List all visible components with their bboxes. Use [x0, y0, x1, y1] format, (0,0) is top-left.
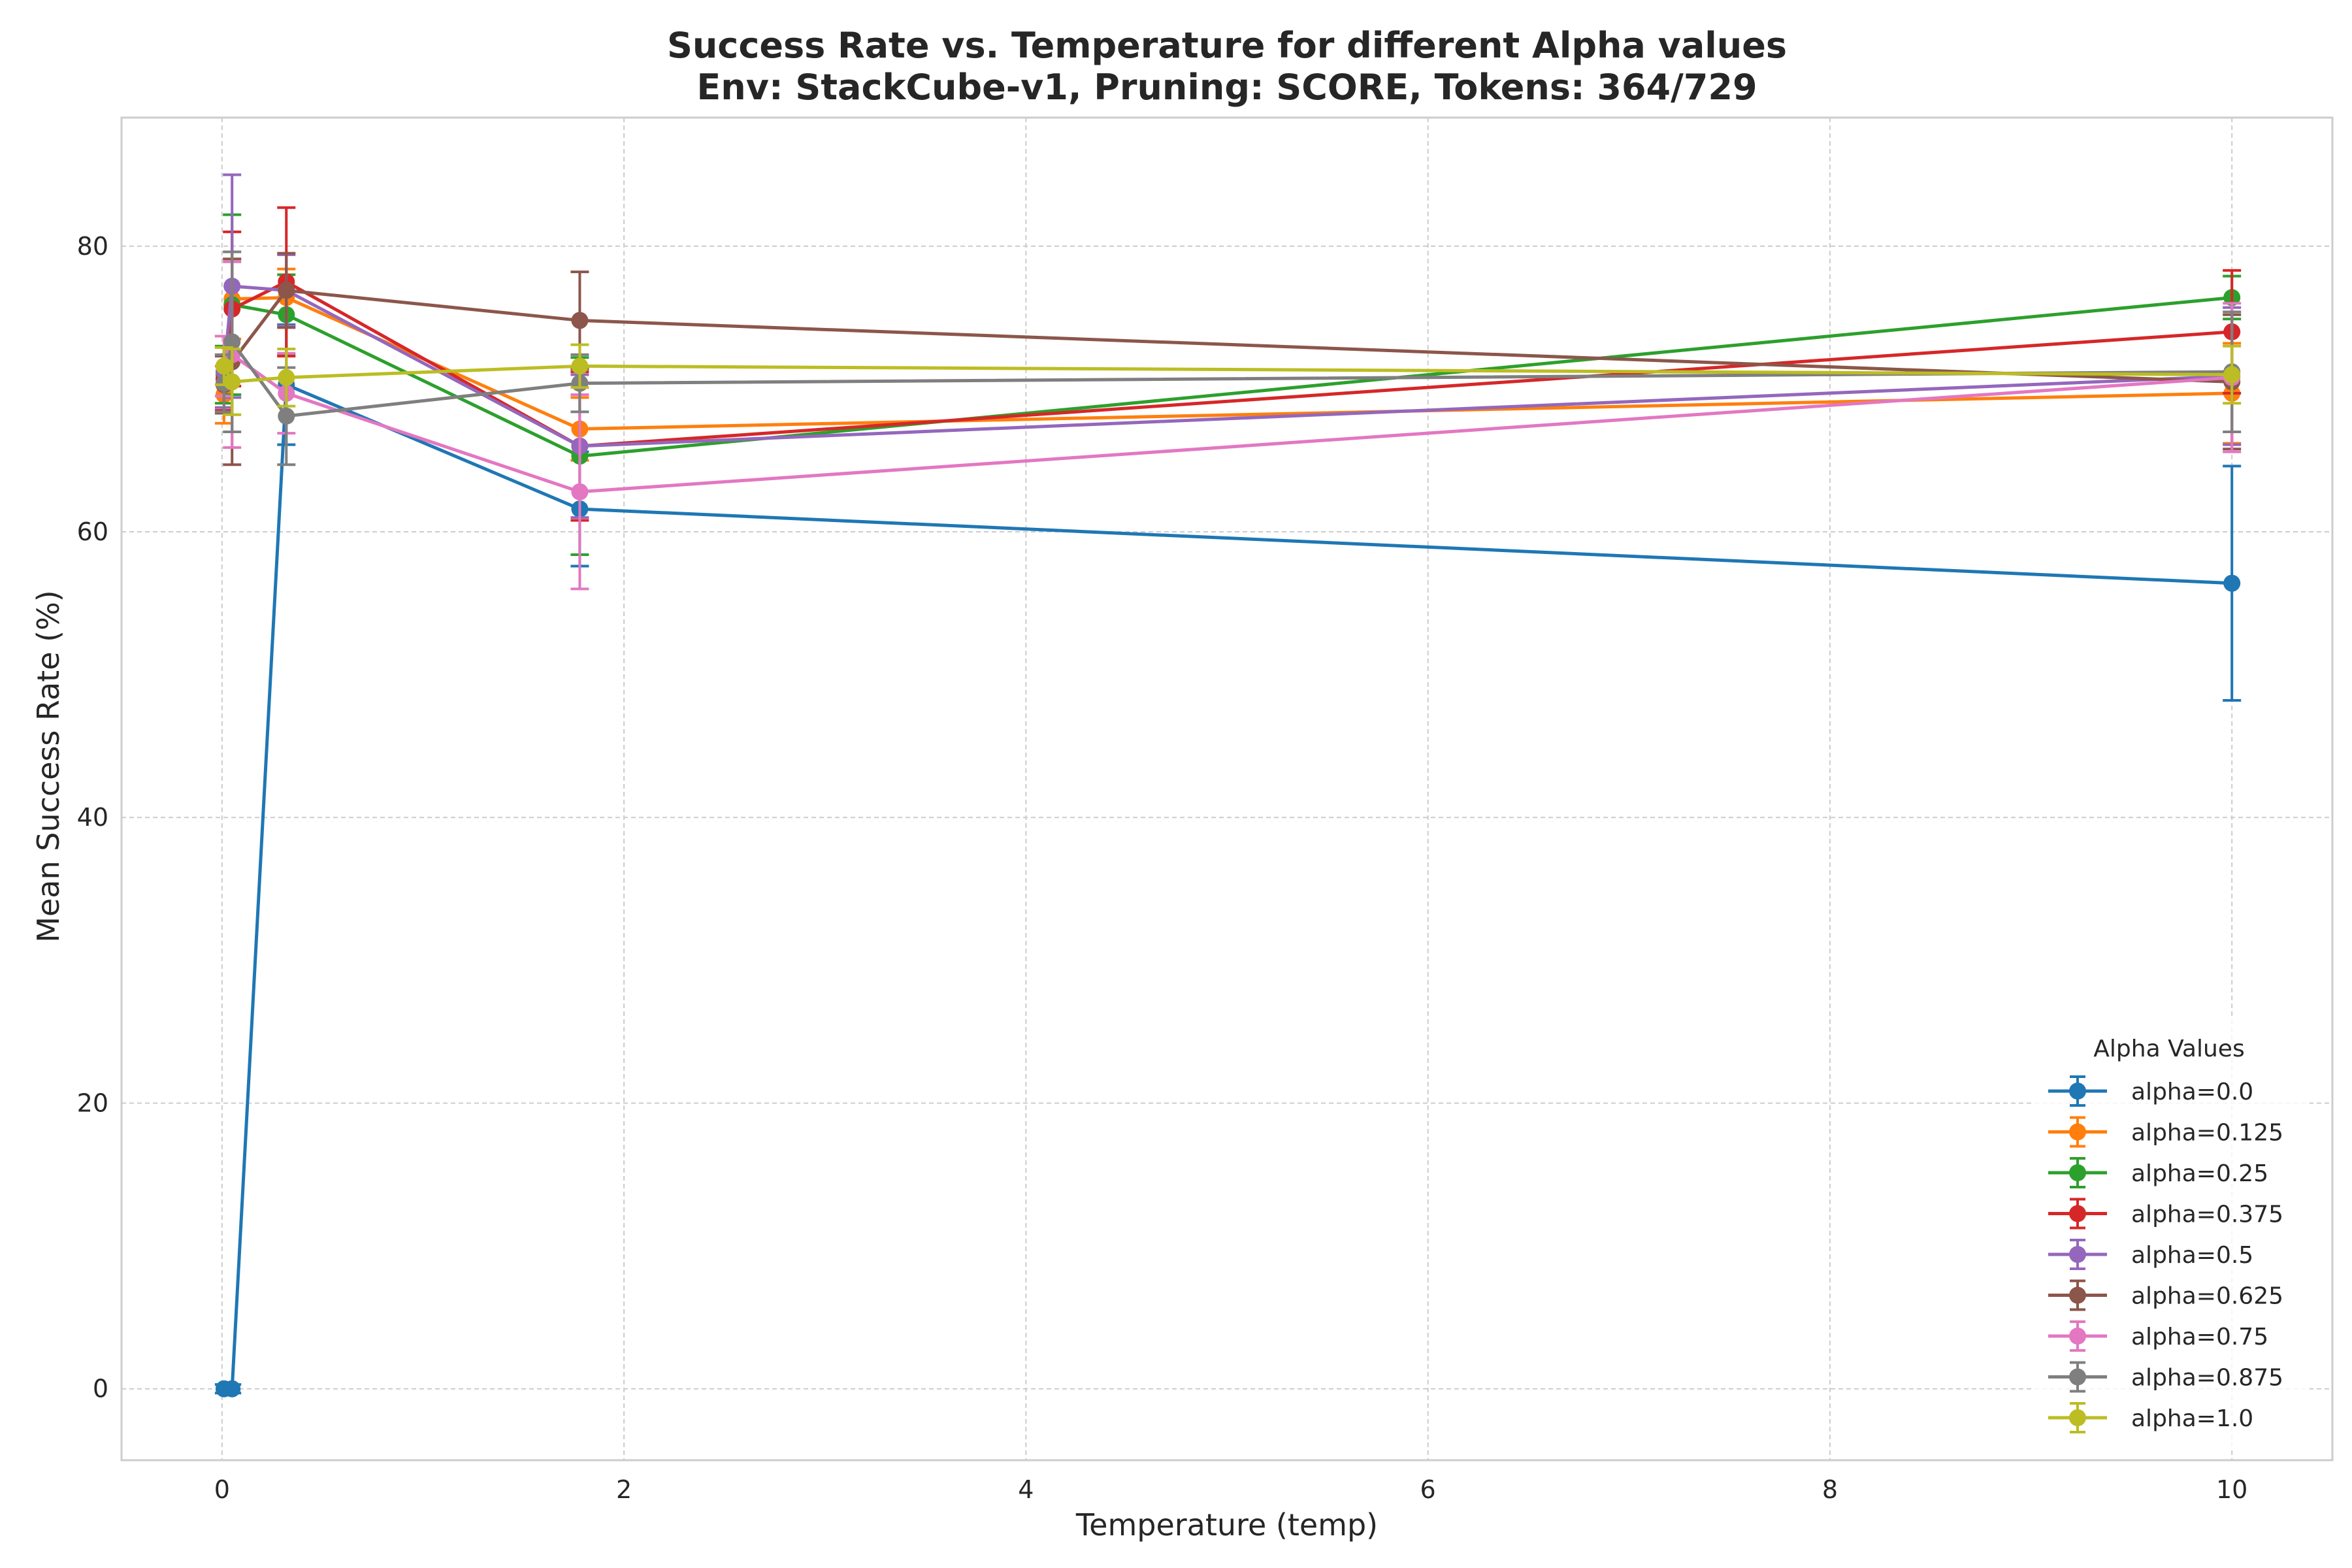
data-point — [2223, 574, 2241, 592]
data-point — [2223, 366, 2241, 384]
chart-title-line2: Env: StackCube-v1, Pruning: SCORE, Token… — [696, 67, 1757, 108]
legend-label: alpha=0.375 — [2131, 1201, 2283, 1228]
x-tick-label: 0 — [214, 1475, 230, 1504]
grid-lines — [122, 118, 2332, 1460]
y-tick-label: 20 — [77, 1088, 108, 1117]
data-point — [223, 373, 241, 391]
legend-marker — [2069, 1328, 2086, 1345]
y-tick-label: 0 — [93, 1375, 108, 1403]
legend-item: alpha=0.125 — [2048, 1116, 2283, 1148]
axis-ticks: 0 2 4 6 8 10 0 20 40 60 80 — [77, 232, 2248, 1504]
legend-item: alpha=0.75 — [2048, 1320, 2268, 1352]
y-tick-label: 60 — [77, 517, 108, 546]
series-layer — [214, 173, 2242, 1397]
legend-marker — [2069, 1083, 2086, 1100]
y-tick-label: 40 — [77, 803, 108, 832]
data-point — [223, 1380, 241, 1397]
legend-marker — [2069, 1205, 2086, 1222]
legend-marker — [2069, 1286, 2086, 1304]
data-point — [278, 368, 295, 386]
y-axis-label: Mean Success Rate (%) — [31, 590, 66, 942]
data-point — [223, 333, 241, 351]
legend-marker — [2069, 1368, 2086, 1386]
legend-item: alpha=1.0 — [2048, 1402, 2253, 1433]
chart-title-line1: Success Rate vs. Temperature for differe… — [667, 25, 1787, 66]
legend-item: alpha=0.0 — [2048, 1075, 2253, 1107]
data-point — [571, 312, 589, 329]
legend-label: alpha=0.25 — [2131, 1160, 2268, 1187]
legend: Alpha Values alpha=0.0 alpha=0.125 alpha=0… — [2032, 1019, 2310, 1450]
y-tick-label: 80 — [77, 232, 108, 261]
legend-marker — [2069, 1164, 2086, 1181]
legend-label: alpha=0.5 — [2131, 1242, 2253, 1269]
legend-label: alpha=0.75 — [2131, 1324, 2268, 1350]
legend-item: alpha=0.5 — [2048, 1239, 2253, 1270]
data-point — [278, 282, 295, 299]
legend-marker — [2069, 1246, 2086, 1263]
x-tick-label: 2 — [616, 1475, 632, 1504]
legend-title: Alpha Values — [2093, 1036, 2244, 1062]
legend-item: alpha=0.875 — [2048, 1361, 2283, 1393]
legend-label: alpha=1.0 — [2131, 1405, 2253, 1432]
series-alpha=1.0 — [214, 343, 2242, 416]
data-point — [571, 357, 589, 375]
legend-item: alpha=0.25 — [2048, 1157, 2268, 1188]
x-tick-label: 8 — [1822, 1475, 1838, 1504]
legend-label: alpha=0.875 — [2131, 1365, 2283, 1392]
data-point — [215, 357, 233, 375]
data-point — [278, 407, 295, 425]
data-point — [571, 483, 589, 500]
legend-item: alpha=0.375 — [2048, 1198, 2283, 1230]
legend-item: alpha=0.625 — [2048, 1279, 2283, 1311]
legend-marker — [2069, 1409, 2086, 1426]
legend-label: alpha=0.625 — [2131, 1283, 2283, 1310]
legend-label: alpha=0.125 — [2131, 1120, 2283, 1147]
plot-area-frame — [120, 116, 2334, 1462]
x-tick-label: 10 — [2216, 1475, 2247, 1504]
legend-marker — [2069, 1123, 2086, 1141]
x-tick-label: 4 — [1018, 1475, 1034, 1504]
x-axis-label: Temperature (temp) — [1075, 1507, 1378, 1543]
legend-label: alpha=0.0 — [2131, 1079, 2253, 1105]
x-tick-label: 6 — [1420, 1475, 1436, 1504]
